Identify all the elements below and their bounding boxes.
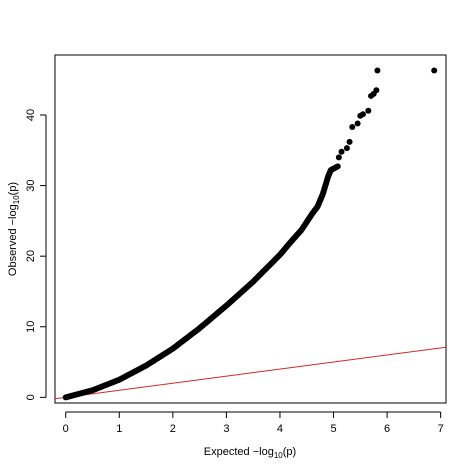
data-point xyxy=(365,107,372,114)
y-axis-label-subscript: 10 xyxy=(12,195,21,204)
y-axis-label-main: Observed −log xyxy=(7,204,19,276)
data-point xyxy=(338,148,345,155)
x-tick-label: 6 xyxy=(384,423,390,435)
data-point xyxy=(373,87,380,94)
x-tick-label: 7 xyxy=(438,423,444,435)
data-point xyxy=(334,163,341,170)
x-tick-label: 5 xyxy=(330,423,336,435)
x-tick-label: 1 xyxy=(116,423,122,435)
x-tick-label: 0 xyxy=(63,423,69,435)
data-point xyxy=(374,67,381,74)
y-tick-label: 10 xyxy=(25,321,37,333)
x-tick-label: 3 xyxy=(223,423,229,435)
data-point xyxy=(346,138,353,145)
x-axis-label-subscript: 10 xyxy=(274,451,283,460)
data-point xyxy=(354,120,361,127)
y-axis: 0 10 20 30 40 xyxy=(25,109,47,400)
x-axis-label-tail: (p) xyxy=(283,446,296,458)
x-tick-label: 2 xyxy=(170,423,176,435)
x-axis: 0 1 2 3 4 5 6 7 xyxy=(63,411,444,435)
data-points xyxy=(62,67,438,401)
data-point xyxy=(335,154,342,161)
x-axis-label-main: Expected −log xyxy=(204,446,274,458)
plot-frame xyxy=(54,54,447,404)
y-tick-label: 30 xyxy=(25,179,37,191)
y-axis-label-tail: (p) xyxy=(7,182,19,195)
data-point xyxy=(343,145,350,152)
data-point xyxy=(359,111,366,118)
y-axis-label: Observed −log10(p) xyxy=(7,182,21,276)
x-axis-label: Expected −log10(p) xyxy=(204,446,296,460)
y-tick-label: 20 xyxy=(25,250,37,262)
data-point xyxy=(431,67,438,74)
reference-line xyxy=(54,346,447,400)
x-tick-label: 4 xyxy=(277,423,283,435)
data-point xyxy=(349,124,356,130)
y-tick-label: 0 xyxy=(25,394,37,400)
y-tick-label: 40 xyxy=(25,109,37,121)
